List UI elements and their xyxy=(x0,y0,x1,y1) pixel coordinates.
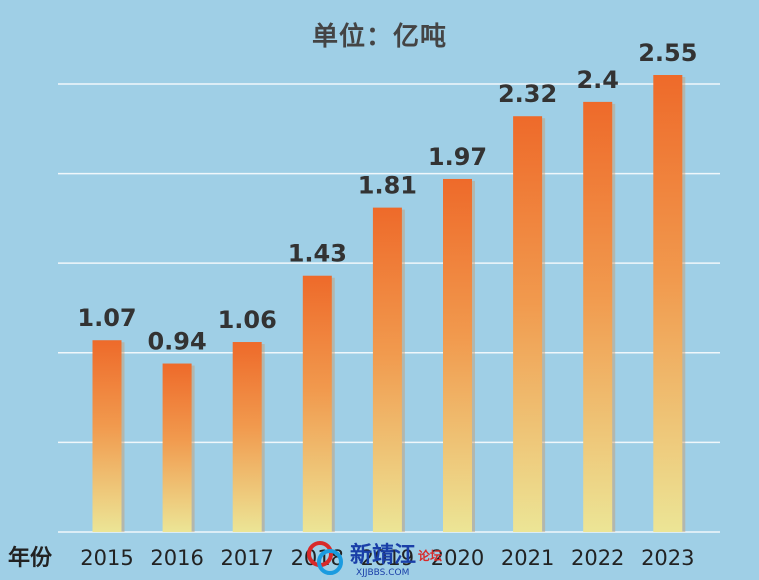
bar-2019 xyxy=(372,207,402,532)
data-label-2022: 2.4 xyxy=(576,66,619,94)
bar-2016 xyxy=(162,363,192,532)
data-label-2017: 1.06 xyxy=(218,306,277,334)
watermark-side-text: 论坛 xyxy=(418,548,442,563)
x-tick-2022: 2022 xyxy=(571,546,624,570)
x-axis-label: 年份 xyxy=(8,546,53,571)
bar-2015 xyxy=(92,340,122,532)
data-label-2019: 1.81 xyxy=(358,172,417,200)
x-tick-2020: 2020 xyxy=(431,546,484,570)
data-label-2015: 1.07 xyxy=(77,304,136,332)
x-tick-2015: 2015 xyxy=(80,546,133,570)
data-label-2018: 1.43 xyxy=(288,240,347,268)
forum-logo-watermark: 新靖江 论坛 XJJBBS.COM xyxy=(307,541,442,578)
watermark-main-text: 新靖江 xyxy=(350,542,416,568)
data-label-2016: 0.94 xyxy=(147,328,206,356)
x-tick-2023: 2023 xyxy=(641,546,694,570)
watermark-sub-text: XJJBBS.COM xyxy=(356,568,409,578)
data-label-2020: 1.97 xyxy=(428,143,487,171)
x-tick-2019: 2019 xyxy=(361,546,414,570)
bar-2017 xyxy=(232,342,262,532)
bar-2020 xyxy=(443,178,472,532)
bar-2018 xyxy=(302,275,332,532)
x-tick-2016: 2016 xyxy=(150,546,203,570)
bar-2022 xyxy=(583,101,613,532)
chart-unit-title: 单位：亿吨 xyxy=(311,22,447,52)
data-label-2021: 2.32 xyxy=(498,80,557,108)
bar-2023 xyxy=(653,75,683,532)
bar-2021 xyxy=(513,116,543,532)
x-tick-2021: 2021 xyxy=(501,546,554,570)
data-label-2023: 2.55 xyxy=(638,39,697,67)
x-tick-2017: 2017 xyxy=(220,546,273,570)
